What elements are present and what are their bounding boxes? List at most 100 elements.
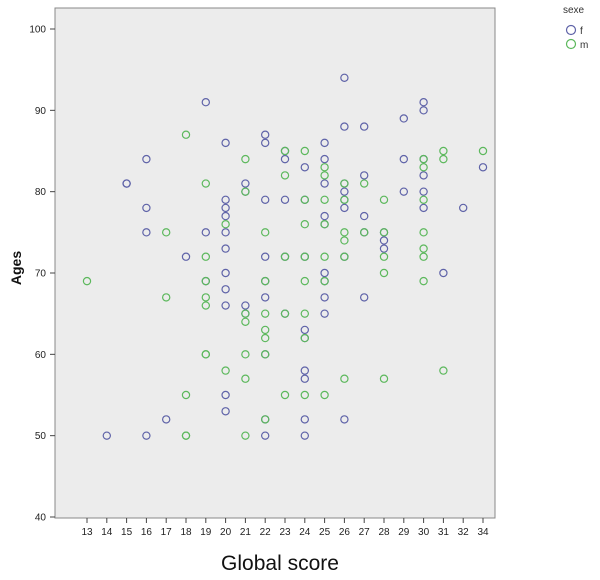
x-tick-label: 32 xyxy=(458,527,470,538)
legend: sexe fm xyxy=(563,5,588,51)
x-tick-label: 24 xyxy=(299,527,311,538)
point-f xyxy=(221,228,230,237)
point-f xyxy=(221,138,230,148)
y-tick-label: 60 xyxy=(35,350,47,361)
point-f xyxy=(201,97,210,107)
point-f xyxy=(340,122,349,131)
legend-label-f: f xyxy=(580,26,583,37)
point-f xyxy=(221,195,230,204)
x-tick-label: 15 xyxy=(121,527,133,538)
point-f xyxy=(300,431,309,440)
x-tick-label: 30 xyxy=(418,527,430,538)
point-m xyxy=(221,366,230,375)
point-f xyxy=(261,195,270,204)
point-f xyxy=(300,366,309,375)
point-f xyxy=(360,211,369,221)
y-tick-label: 70 xyxy=(35,269,47,280)
point-f xyxy=(221,301,230,310)
legend-title: sexe xyxy=(563,5,585,16)
point-f xyxy=(241,301,250,310)
point-m xyxy=(419,195,428,204)
point-m xyxy=(241,309,250,318)
x-tick-label: 34 xyxy=(477,527,489,538)
point-m xyxy=(300,276,309,286)
legend-marker-m xyxy=(565,38,577,50)
point-m xyxy=(320,276,329,286)
point-m xyxy=(181,431,191,440)
point-f xyxy=(280,195,290,204)
point-f xyxy=(221,211,230,221)
point-f xyxy=(379,244,389,253)
point-m xyxy=(82,276,92,286)
point-f xyxy=(360,122,369,131)
point-f xyxy=(320,211,329,221)
point-m xyxy=(241,187,250,196)
point-m xyxy=(439,366,448,375)
x-tick-label: 19 xyxy=(200,527,212,538)
data-points xyxy=(82,73,488,440)
point-m xyxy=(419,228,428,237)
y-axis: 40 50 60 70 80 90 100 xyxy=(29,25,55,524)
x-tick-label: 28 xyxy=(378,527,390,538)
x-tick-label: 25 xyxy=(319,527,331,538)
point-f xyxy=(340,73,349,83)
point-m xyxy=(300,195,309,204)
point-f xyxy=(340,203,349,213)
point-m xyxy=(379,374,389,383)
point-m xyxy=(241,350,250,359)
point-m xyxy=(280,171,290,180)
point-m xyxy=(340,228,349,237)
point-m xyxy=(320,390,329,400)
point-m xyxy=(320,252,329,261)
point-m xyxy=(379,228,389,237)
point-f xyxy=(419,203,428,213)
point-f xyxy=(221,268,230,278)
point-m xyxy=(300,333,309,343)
point-m xyxy=(300,252,309,261)
point-m xyxy=(300,146,309,156)
point-f xyxy=(360,171,369,180)
point-f xyxy=(221,390,230,400)
point-m xyxy=(280,146,290,156)
point-m xyxy=(280,252,290,261)
x-tick-label: 31 xyxy=(438,527,450,538)
point-m xyxy=(419,244,428,253)
x-tick-label: 23 xyxy=(279,527,291,538)
point-m xyxy=(201,276,210,286)
point-f xyxy=(419,171,428,180)
point-m xyxy=(261,309,270,318)
point-m xyxy=(419,276,428,286)
point-f xyxy=(439,268,448,278)
x-axis-title: Global score xyxy=(221,552,339,575)
point-m xyxy=(379,268,389,278)
point-m xyxy=(201,301,210,310)
point-m xyxy=(419,163,428,172)
point-m xyxy=(340,179,349,188)
point-f xyxy=(261,252,270,261)
point-m xyxy=(320,163,329,172)
x-tick-label: 22 xyxy=(260,527,272,538)
point-f xyxy=(399,114,408,123)
x-tick-label: 16 xyxy=(141,527,153,538)
point-m xyxy=(201,252,210,261)
point-f xyxy=(181,252,191,261)
point-m xyxy=(419,154,428,164)
point-f xyxy=(419,187,428,196)
point-m xyxy=(300,390,309,400)
point-f xyxy=(241,179,250,188)
point-f xyxy=(142,228,151,237)
legend-marker-f xyxy=(565,24,577,36)
legend-label-m: m xyxy=(580,40,588,51)
point-f xyxy=(340,187,349,196)
point-m xyxy=(340,236,349,245)
point-f xyxy=(360,293,369,302)
point-f xyxy=(201,228,210,237)
point-m xyxy=(241,317,250,326)
point-f xyxy=(320,309,329,318)
point-m xyxy=(320,219,329,229)
y-tick-label: 90 xyxy=(35,106,47,117)
point-f xyxy=(419,97,428,107)
point-f xyxy=(320,268,329,278)
